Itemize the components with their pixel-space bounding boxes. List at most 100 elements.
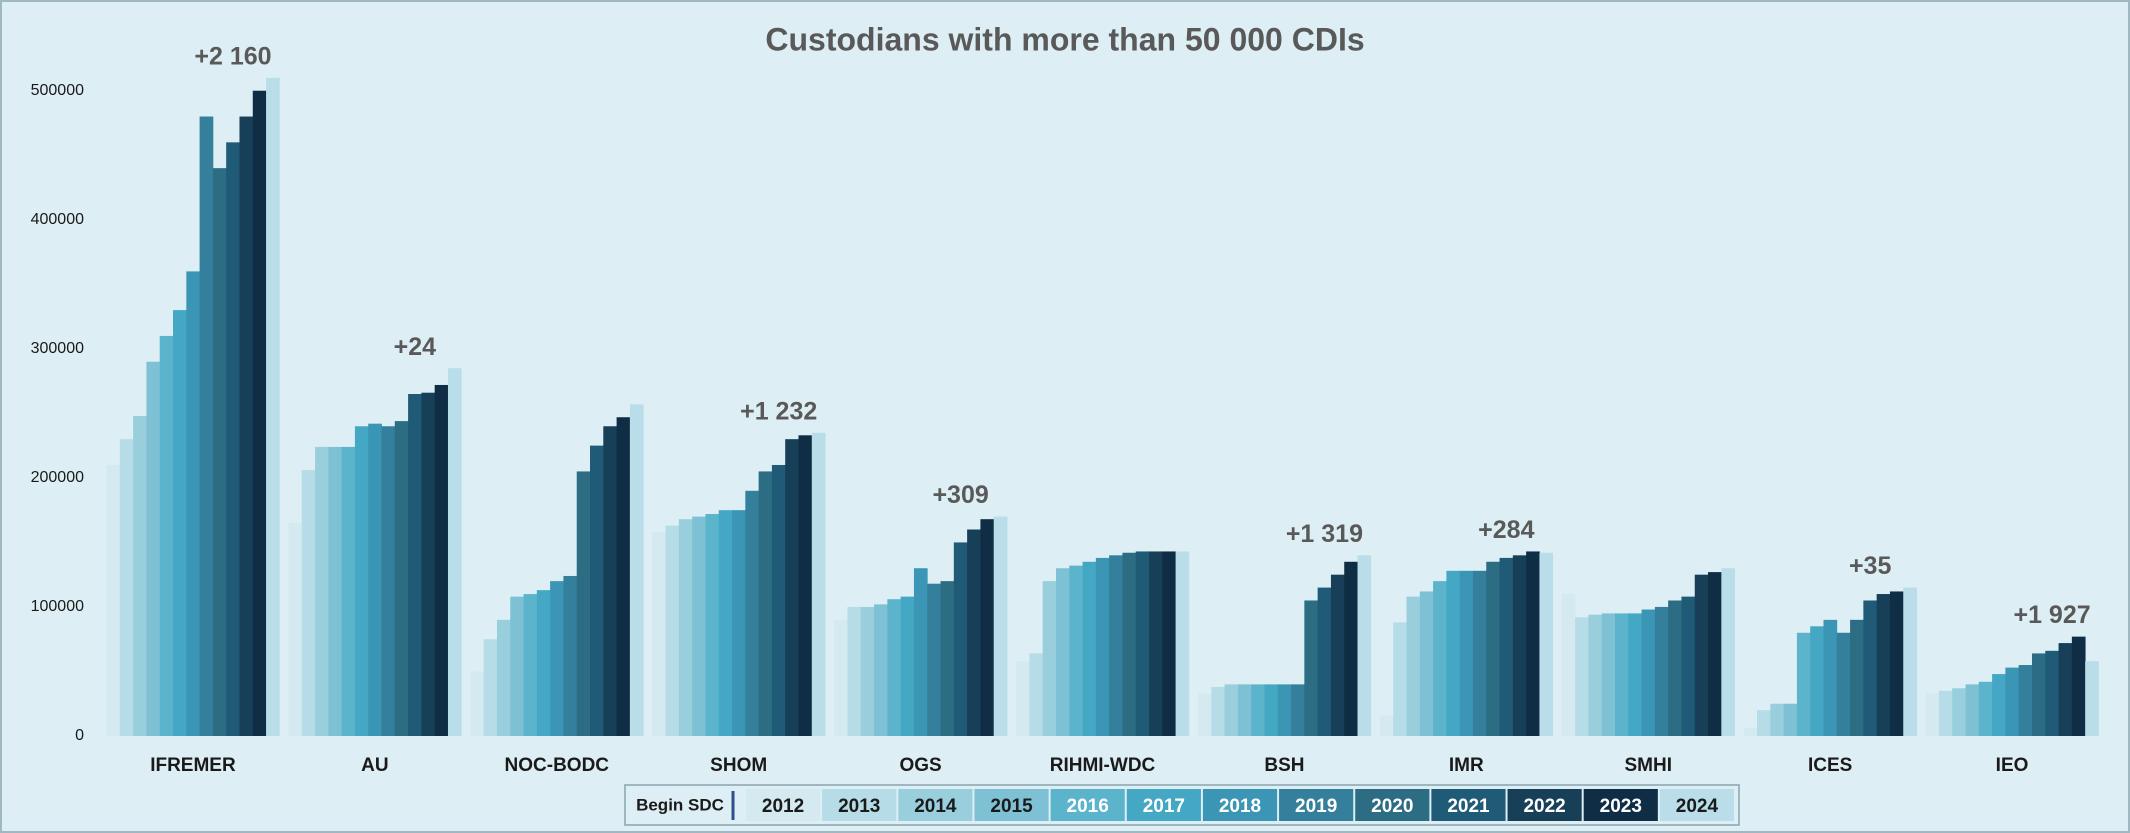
bar (705, 514, 720, 736)
chart-title: Custodians with more than 50 000 CDIs (765, 21, 1364, 57)
y-tick-label: 100000 (31, 598, 84, 615)
x-tick-label: SMHI (1624, 755, 1672, 776)
bar (354, 426, 369, 736)
bar (887, 599, 902, 736)
bar (678, 519, 693, 736)
bar (1277, 684, 1292, 736)
bar (133, 415, 147, 736)
bar (1668, 600, 1682, 736)
bar (328, 446, 343, 736)
bar (745, 490, 760, 736)
bar (1317, 587, 1332, 736)
x-tick-label: IMR (1449, 755, 1484, 776)
bar (953, 542, 968, 736)
bar (980, 519, 995, 736)
bar (771, 464, 786, 736)
legend-swatch (1050, 789, 1125, 821)
bar (2031, 653, 2046, 736)
bar (811, 432, 826, 736)
bar (1526, 551, 1540, 736)
bar (2085, 661, 2099, 736)
bar (1965, 684, 1980, 736)
bar (563, 575, 578, 736)
bar (1992, 674, 2006, 736)
bar (1889, 591, 1904, 736)
bar (590, 445, 604, 736)
legend-label: 2018 (1219, 796, 1261, 817)
legend-label: 2015 (990, 796, 1033, 817)
bar (1575, 617, 1589, 736)
annotation: +1 927 (2013, 601, 2090, 629)
bar (1433, 581, 1447, 736)
bar (1175, 551, 1190, 736)
x-tick-label: SHOM (710, 755, 767, 776)
bar (252, 90, 267, 736)
bar (1810, 626, 1824, 736)
bar (1224, 684, 1239, 736)
bar (1757, 710, 1771, 736)
y-tick-label: 500000 (31, 82, 84, 99)
bar (1264, 684, 1279, 736)
bar (1446, 570, 1461, 736)
legend-label: 2013 (838, 796, 880, 817)
bar (496, 619, 511, 736)
bar (1251, 684, 1265, 736)
bar (408, 394, 422, 736)
legend-swatch (746, 789, 821, 821)
x-tick-label: ICES (1808, 755, 1852, 776)
bar (2018, 665, 2033, 736)
bar (940, 581, 955, 736)
bar (510, 596, 524, 736)
legend-swatch (1279, 789, 1354, 821)
bar (1863, 600, 1878, 736)
bar (1344, 561, 1358, 736)
bar (1614, 613, 1629, 736)
y-tick-label: 300000 (31, 340, 84, 357)
bar (1406, 596, 1421, 736)
x-tick-label: RIHMI-WDC (1050, 755, 1156, 776)
bar (1486, 561, 1500, 736)
legend-swatch (974, 789, 1049, 821)
bar (119, 439, 134, 736)
legend-swatch (1355, 789, 1430, 821)
bar (483, 639, 498, 736)
bar (967, 529, 981, 736)
bar (798, 435, 813, 736)
bar (576, 471, 591, 736)
bar (1641, 609, 1656, 736)
bar (1876, 594, 1891, 736)
bar (288, 523, 303, 736)
bar (1291, 684, 1305, 736)
legend-label: 2014 (914, 796, 957, 817)
bar (1499, 557, 1514, 736)
bar (2005, 667, 2020, 736)
annotation: +284 (1478, 516, 1534, 544)
bar (718, 510, 733, 736)
bar (536, 590, 551, 736)
bar (993, 516, 1008, 736)
x-tick-label: AU (361, 755, 388, 776)
bar (1042, 581, 1057, 736)
bar (1628, 613, 1642, 736)
bar (758, 471, 773, 736)
legend-label: 2022 (1523, 796, 1565, 817)
x-tick-label: BSH (1264, 755, 1304, 776)
bar (1588, 614, 1603, 736)
legend-swatch (1507, 789, 1582, 821)
bar (1237, 684, 1252, 736)
bar (1952, 688, 1966, 736)
bar (665, 525, 680, 736)
bar (1055, 568, 1070, 736)
bar (315, 446, 329, 736)
bar (1379, 715, 1394, 736)
bar (1459, 570, 1474, 736)
bar (900, 596, 915, 736)
bar (1162, 551, 1177, 736)
legend-swatch (1583, 789, 1658, 821)
bar (226, 142, 240, 737)
annotation: +35 (1849, 552, 1892, 580)
bar (368, 423, 382, 736)
bar (381, 426, 396, 736)
bar (1721, 568, 1736, 736)
bar (1211, 686, 1225, 736)
